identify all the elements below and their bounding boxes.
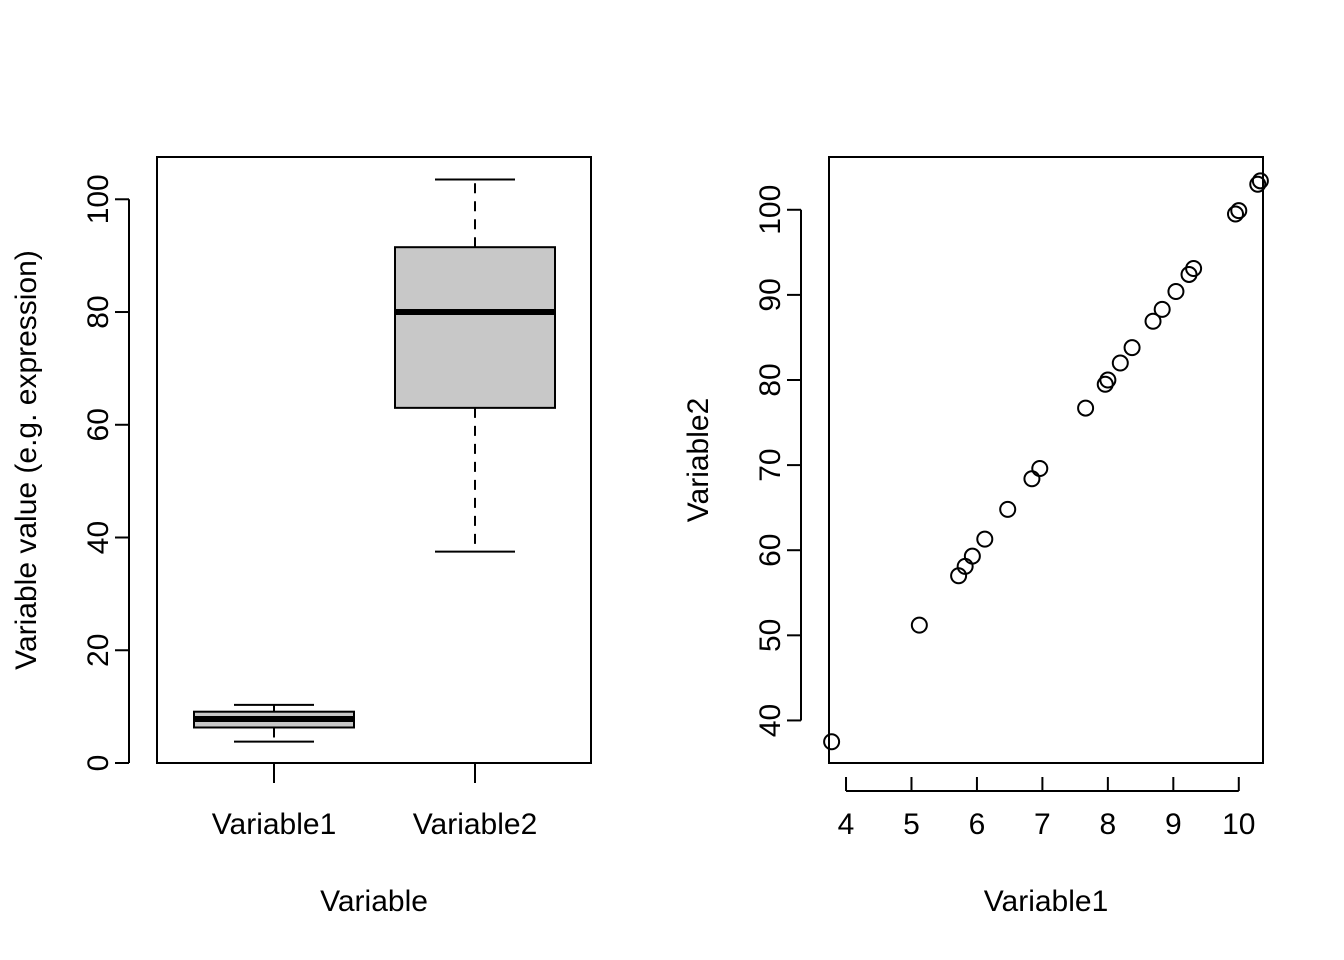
- scatter-x-tick-label: 5: [903, 808, 920, 841]
- scatter-x-tick-label: 10: [1222, 808, 1255, 841]
- boxplot-y-tick-label: 40: [82, 521, 115, 554]
- scatter-point: [963, 547, 981, 565]
- scatter-x-axis-label: Variable1: [984, 885, 1109, 918]
- scatter-plot-frame: [828, 156, 1264, 764]
- scatter-x-tick-label: 7: [1034, 808, 1051, 841]
- scatter-y-tick-label: 40: [754, 704, 787, 737]
- boxplot-x-tick-label: Variable2: [413, 808, 538, 841]
- scatter-point: [1230, 202, 1248, 220]
- scatter-y-tick-label: 60: [754, 534, 787, 567]
- scatter-point: [823, 733, 841, 751]
- scatter-y-tick-label: 50: [754, 619, 787, 652]
- boxplot-plot-frame: [156, 156, 592, 764]
- boxplot-y-tick-label: 60: [82, 408, 115, 441]
- box-variable1: [193, 703, 355, 743]
- boxplot-y-tick-label: 20: [82, 634, 115, 667]
- scatter-point: [1077, 399, 1095, 417]
- boxplot-y-axis: 0 20 40 60 80 100: [82, 174, 130, 772]
- scatter-point: [1111, 354, 1129, 372]
- scatter-point: [1023, 470, 1041, 488]
- boxplot-x-tick-label: Variable1: [212, 808, 337, 841]
- scatter-point: [1251, 172, 1269, 190]
- scatter-point: [1153, 300, 1171, 318]
- scatter-point: [1031, 460, 1049, 478]
- scatter-point: [1227, 205, 1245, 223]
- scatter-x-tick-label: 8: [1100, 808, 1117, 841]
- scatter-point: [1123, 339, 1141, 357]
- scatter-point: [999, 500, 1017, 518]
- scatter-point: [1249, 175, 1267, 193]
- scatter-points: [823, 172, 1269, 751]
- scatter-y-axis: 40 50 60 70 80 90 100: [754, 185, 802, 737]
- scatter-point: [1185, 259, 1203, 277]
- scatter-point: [1144, 312, 1162, 330]
- scatter-x-tick-label: 4: [838, 808, 855, 841]
- scatter-point: [1167, 282, 1185, 300]
- boxplot-x-axis-label: Variable: [320, 885, 428, 918]
- scatter-x-axis: 4 5 6 7 8 9 10: [838, 777, 1255, 841]
- scatter-y-tick-label: 70: [754, 448, 787, 481]
- scatter-point: [976, 530, 994, 548]
- boxplot-y-tick-label: 0: [82, 755, 115, 772]
- boxplot-boxes: [193, 178, 556, 743]
- boxplot-y-tick-label: 100: [82, 174, 115, 224]
- boxplot-y-axis-label: Variable value (e.g. expression): [10, 250, 43, 670]
- scatter-point: [1096, 375, 1114, 393]
- scatter-x-tick-label: 9: [1165, 808, 1182, 841]
- scatter-point: [1099, 371, 1117, 389]
- interquartile-box: [394, 246, 556, 409]
- box-variable2: [394, 178, 556, 553]
- scatter-point: [910, 616, 928, 634]
- boxplot-panel: 0 20 40 60 80 100 Variable1 Variable2 Variable…: [10, 156, 592, 918]
- scatter-y-tick-label: 100: [754, 185, 787, 235]
- scatter-y-tick-label: 80: [754, 363, 787, 396]
- scatter-panel: 40 50 60 70 80 90 100 4 5 6 7 8 9 10 Variable1 Varia…: [682, 156, 1269, 918]
- scatter-y-axis-label: Variable2: [682, 398, 715, 523]
- scatter-y-tick-label: 90: [754, 278, 787, 311]
- boxplot-x-axis: Variable1 Variable2: [212, 763, 538, 841]
- boxplot-y-tick-label: 80: [82, 295, 115, 328]
- scatter-x-tick-label: 6: [969, 808, 986, 841]
